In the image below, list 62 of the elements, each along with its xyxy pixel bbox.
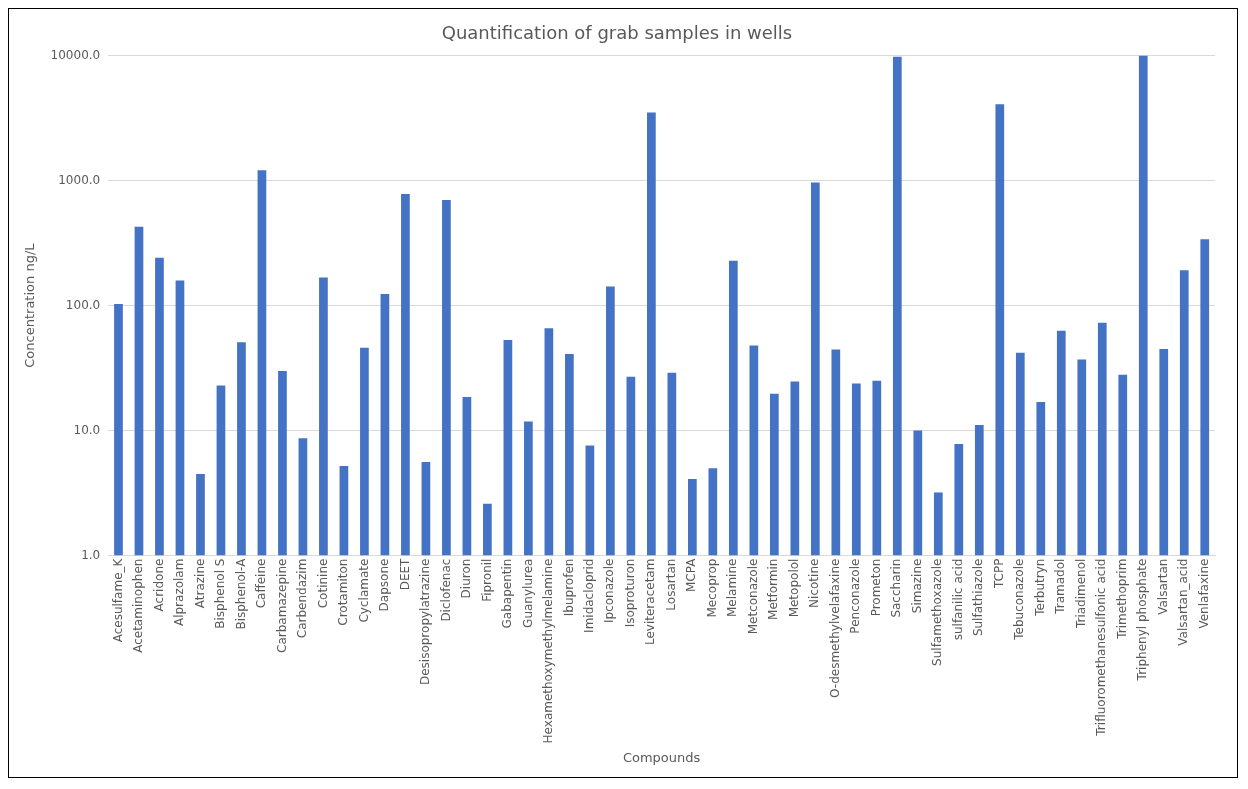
x-tick-label: Terbutryn — [1032, 558, 1047, 617]
x-tick-label: Guanylurea — [520, 558, 535, 628]
x-tick-label: Acesulfame_K — [110, 557, 125, 643]
x-tick-label: Isoproturon — [622, 558, 637, 628]
x-tick-label: Venlafaxine — [1196, 558, 1211, 629]
x-tick-label: Melamine — [725, 558, 740, 618]
x-tick-label: Sulfathiazole — [971, 558, 986, 637]
x-tick-label: Tebuconazole — [1012, 558, 1027, 641]
x-tick-label: Bisphenol S — [213, 558, 228, 629]
x-tick-label: Saccharin — [889, 558, 904, 618]
x-tick-label: Ibuprofen — [561, 558, 576, 617]
x-tick-label: Tramadol — [1053, 558, 1068, 615]
x-tick-label: Metformin — [766, 558, 781, 620]
x-tick-label: Carbamazepine — [274, 558, 289, 653]
x-tick-label: Cyclamate — [356, 558, 371, 623]
x-tick-label: Valsartan — [1155, 558, 1170, 615]
x-tick-label: Metconazole — [745, 558, 760, 635]
x-tick-label: Valsartan_acid — [1176, 558, 1191, 646]
x-tick-label: Hexamethoxymethylmelamine — [541, 558, 556, 744]
x-tick-label: Imidacloprid — [582, 558, 596, 633]
y-tick-label: 10.0 — [73, 422, 101, 437]
x-tick-label: Leviteracetam — [643, 558, 658, 646]
chart-title: Quantification of grab samples in wells — [441, 22, 793, 44]
x-tick-label: Mecoprop — [704, 558, 719, 618]
x-tick-label: Bisphenol-A — [233, 557, 248, 630]
x-tick-label: Trifluoromethanesulfonic acid — [1094, 558, 1109, 737]
x-tick-label: O-desmethylvelafaxine — [827, 558, 842, 698]
x-tick-label: Diclofenac — [438, 558, 453, 622]
x-tick-label: Trimethoprim — [1114, 558, 1129, 640]
x-tick-label: Cotinine — [315, 558, 330, 609]
x-tick-label: Crotamiton — [336, 558, 351, 626]
y-axis-title: Concentration ng/L — [22, 242, 38, 368]
x-tick-label: Caffeine — [254, 558, 269, 609]
x-tick-label: Desisopropylatrazine — [418, 558, 433, 686]
x-tick-label: Dapsone — [377, 558, 392, 612]
x-tick-label: Fipronil — [479, 558, 494, 602]
x-tick-label: Penconazole — [848, 558, 863, 634]
x-tick-label: Gabapentin — [500, 558, 515, 629]
x-tick-label: Triadimenol — [1073, 558, 1088, 630]
y-tick-label: 100.0 — [65, 297, 101, 312]
x-tick-label: Losartan — [663, 558, 678, 611]
x-tick-label: Metopolol — [786, 558, 801, 618]
x-tick-label: Acridone — [151, 558, 166, 612]
x-tick-label: Nicotine — [807, 558, 822, 608]
x-tick-label: Triphenyl phosphate — [1135, 558, 1150, 682]
x-tick-label: Prometon — [868, 558, 883, 617]
x-tick-label: Ipconazole — [602, 558, 617, 624]
y-tick-label: 10000.0 — [50, 47, 101, 62]
x-tick-label: sulfanilic acid — [950, 558, 965, 641]
x-tick-label: Sulfamethoxazole — [930, 558, 945, 666]
x-tick-label: Alprazolam — [172, 558, 187, 627]
x-tick-label: Acetaminophen — [131, 558, 146, 653]
x-tick-label: DEET — [397, 557, 412, 591]
x-tick-label: MCPA — [684, 557, 699, 593]
x-tick-label: Diuron — [459, 558, 474, 599]
x-tick-label: TCPP — [991, 558, 1006, 590]
x-tick-label: Simazine — [909, 558, 924, 614]
y-tick-label: 1000.0 — [58, 172, 101, 187]
y-tick-label: 1.0 — [81, 547, 101, 562]
x-tick-label: Carbendazim — [295, 558, 310, 639]
x-axis-title: Compounds — [622, 749, 701, 765]
x-tick-label: Atrazine — [192, 558, 207, 609]
